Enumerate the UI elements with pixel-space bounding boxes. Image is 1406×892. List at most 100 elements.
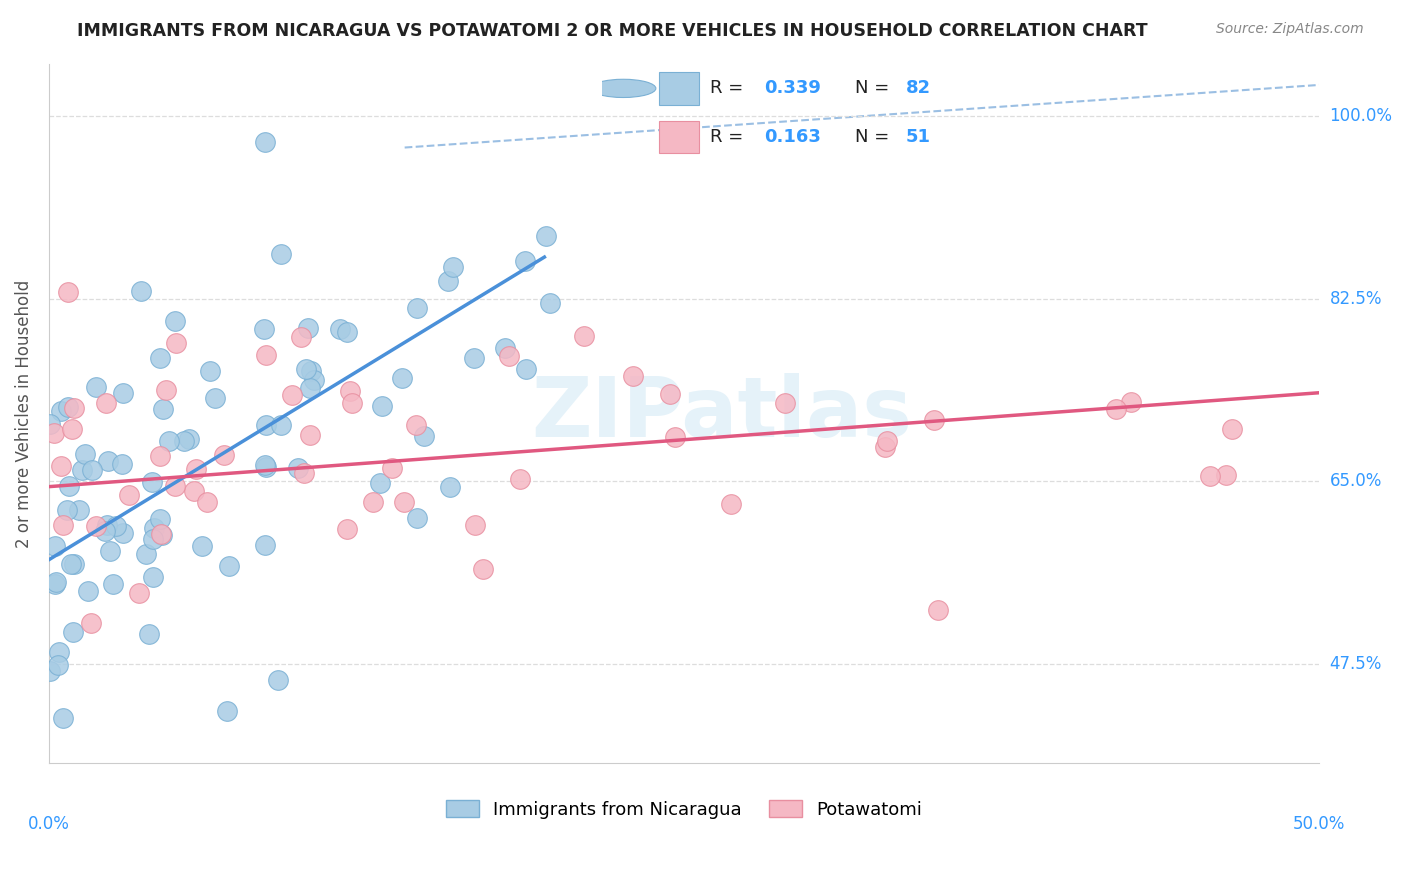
Point bbox=[111, 526, 134, 541]
Point bbox=[135, 547, 157, 561]
Point bbox=[290, 330, 312, 344]
Point bbox=[339, 384, 361, 398]
Point bbox=[659, 387, 682, 401]
Point bbox=[60, 557, 83, 571]
Point bbox=[212, 448, 235, 462]
Text: Source: ZipAtlas.com: Source: ZipAtlas.com bbox=[1216, 22, 1364, 37]
Point bbox=[297, 321, 319, 335]
Point bbox=[875, 440, 897, 454]
Point bbox=[509, 472, 531, 486]
Point bbox=[173, 434, 195, 448]
Point bbox=[104, 519, 127, 533]
Point bbox=[253, 322, 276, 336]
Point bbox=[922, 412, 945, 426]
Point bbox=[270, 417, 292, 432]
Point bbox=[370, 475, 392, 490]
Point bbox=[405, 417, 427, 432]
Point bbox=[82, 463, 104, 477]
Point bbox=[270, 247, 292, 261]
Point bbox=[254, 418, 277, 433]
Point bbox=[515, 362, 537, 376]
Point bbox=[927, 603, 949, 617]
Point bbox=[253, 136, 276, 150]
Point bbox=[51, 404, 73, 418]
Point bbox=[44, 577, 66, 591]
Point bbox=[177, 432, 200, 446]
Point bbox=[150, 528, 173, 542]
Point bbox=[534, 229, 557, 244]
Point bbox=[111, 457, 134, 471]
Legend: Immigrants from Nicaragua, Potawatomi: Immigrants from Nicaragua, Potawatomi bbox=[439, 793, 929, 826]
Point bbox=[84, 519, 107, 533]
Text: 65.0%: 65.0% bbox=[1330, 473, 1382, 491]
Point bbox=[287, 461, 309, 475]
Point bbox=[253, 537, 276, 551]
Point bbox=[204, 391, 226, 405]
Point bbox=[190, 539, 212, 553]
Point bbox=[56, 502, 79, 516]
Point bbox=[138, 627, 160, 641]
Point bbox=[48, 645, 70, 659]
Point bbox=[1119, 395, 1142, 409]
Point bbox=[38, 417, 60, 431]
Point bbox=[329, 322, 352, 336]
Point bbox=[112, 385, 135, 400]
Point bbox=[720, 497, 742, 511]
Point bbox=[165, 336, 187, 351]
Point bbox=[876, 434, 898, 448]
Point bbox=[292, 467, 315, 481]
Point bbox=[1220, 422, 1243, 436]
Point bbox=[46, 657, 69, 672]
Point bbox=[381, 461, 404, 475]
Point bbox=[97, 454, 120, 468]
Point bbox=[157, 434, 180, 448]
Point bbox=[773, 395, 796, 409]
Point bbox=[149, 351, 172, 365]
Point bbox=[149, 449, 172, 463]
Point bbox=[56, 285, 79, 300]
Point bbox=[361, 494, 384, 508]
Text: ZIPatlas: ZIPatlas bbox=[531, 373, 912, 454]
Point bbox=[336, 325, 359, 339]
Point bbox=[441, 260, 464, 274]
Point bbox=[391, 371, 413, 385]
Point bbox=[165, 479, 187, 493]
Point bbox=[513, 253, 536, 268]
Point bbox=[412, 429, 434, 443]
Point bbox=[294, 362, 316, 376]
Point bbox=[39, 664, 62, 678]
Point bbox=[63, 557, 86, 571]
Point bbox=[254, 348, 277, 362]
Point bbox=[664, 430, 686, 444]
Point bbox=[437, 274, 460, 288]
Point bbox=[370, 400, 392, 414]
Point bbox=[129, 285, 152, 299]
Point bbox=[52, 517, 75, 532]
Point bbox=[165, 314, 187, 328]
Point bbox=[498, 349, 520, 363]
Point bbox=[439, 480, 461, 494]
Point bbox=[183, 484, 205, 499]
Point bbox=[142, 532, 165, 546]
Point bbox=[298, 428, 321, 442]
Point bbox=[152, 401, 174, 416]
Point bbox=[60, 422, 83, 436]
Point bbox=[494, 341, 516, 355]
Point bbox=[304, 373, 326, 387]
Point bbox=[67, 503, 90, 517]
Point bbox=[84, 380, 107, 394]
Point bbox=[62, 624, 84, 639]
Point bbox=[45, 575, 67, 590]
Point bbox=[44, 539, 66, 553]
Text: 50.0%: 50.0% bbox=[1294, 815, 1346, 833]
Point bbox=[80, 615, 103, 630]
Point bbox=[142, 521, 165, 535]
Point bbox=[44, 425, 66, 440]
Point bbox=[266, 673, 288, 687]
Point bbox=[197, 495, 219, 509]
Point bbox=[1199, 468, 1222, 483]
Point bbox=[63, 401, 86, 415]
Point bbox=[128, 586, 150, 600]
Point bbox=[52, 711, 75, 725]
Point bbox=[218, 558, 240, 573]
